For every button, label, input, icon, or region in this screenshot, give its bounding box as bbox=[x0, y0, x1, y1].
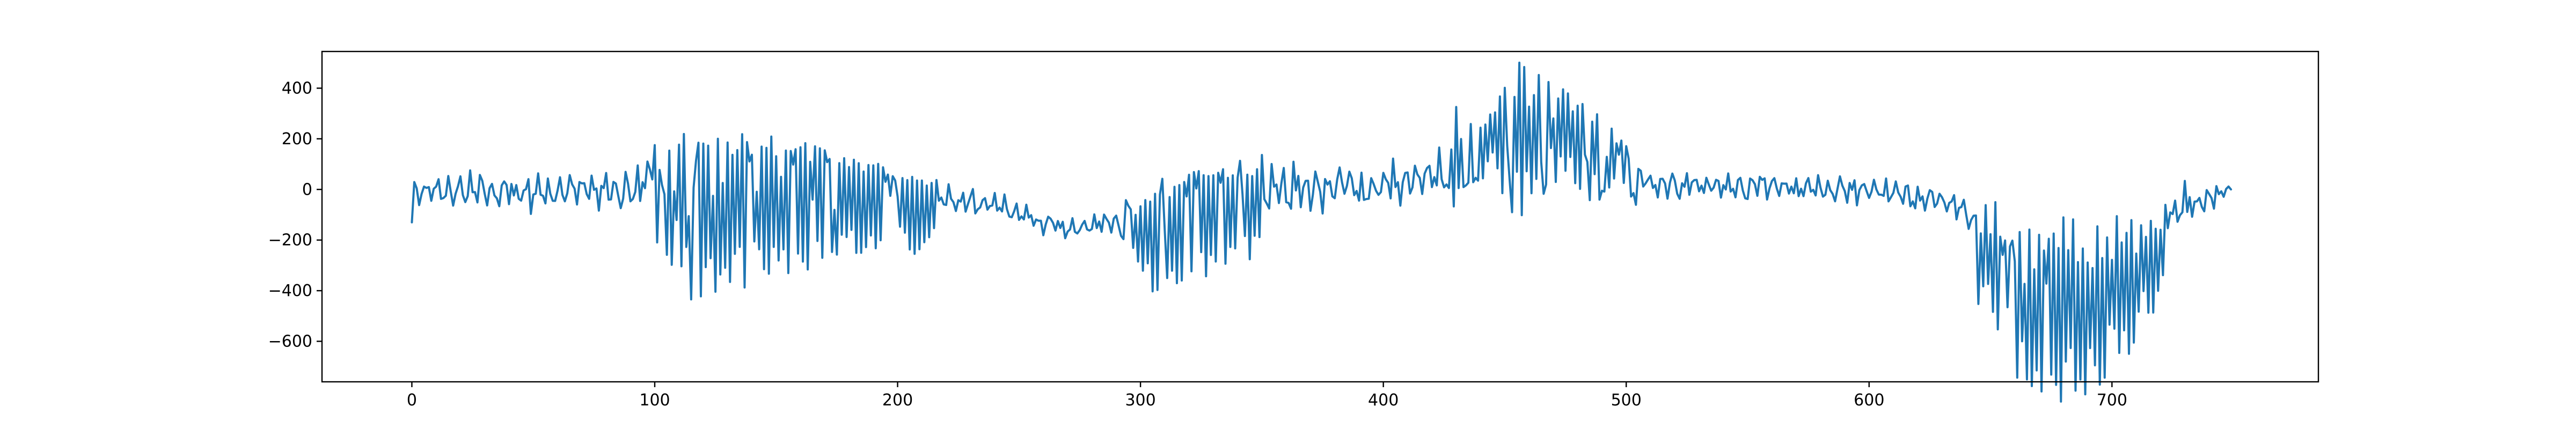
y-tick-label: −600 bbox=[268, 332, 312, 351]
x-axis: 0 100 200 300 400 500 600 700 bbox=[407, 382, 2127, 410]
y-tick-label: −200 bbox=[268, 231, 312, 250]
x-tick-label: 500 bbox=[1611, 391, 1642, 410]
y-tick-label: 200 bbox=[282, 130, 312, 149]
x-tick-label: 300 bbox=[1125, 391, 1155, 410]
x-tick-label: 400 bbox=[1368, 391, 1399, 410]
y-axis: 400 200 0 −200 −400 −600 bbox=[268, 79, 322, 351]
x-tick-label: 100 bbox=[639, 391, 670, 410]
y-tick-label: −400 bbox=[268, 282, 312, 300]
y-tick-label: 400 bbox=[282, 79, 312, 98]
series-line-signal bbox=[411, 61, 2233, 403]
series-layer bbox=[411, 61, 2233, 403]
x-tick-label: 200 bbox=[882, 391, 913, 410]
x-tick-label: 0 bbox=[407, 391, 417, 410]
axes-frame bbox=[321, 50, 2319, 383]
y-tick-label: 0 bbox=[302, 180, 312, 199]
x-tick-label: 600 bbox=[1854, 391, 1884, 410]
x-tick-label: 700 bbox=[2097, 391, 2127, 410]
